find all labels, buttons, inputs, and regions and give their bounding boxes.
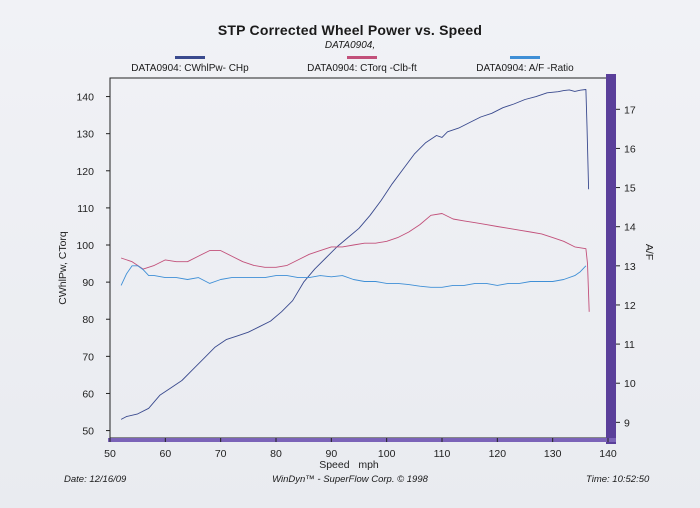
y2-tick-label: 14: [624, 222, 636, 234]
y-tick-label: 100: [76, 240, 94, 252]
series-line-afr: [120, 265, 587, 288]
y-tick-label: 120: [76, 166, 94, 178]
x-axis-label: Speed mph: [319, 459, 379, 471]
y2-tick-label: 16: [624, 143, 636, 155]
x-tick-label: 50: [104, 448, 116, 460]
x-tick-label: 80: [270, 448, 282, 460]
legend-swatch-power: [175, 56, 205, 59]
footer-software: WinDyn™ - SuperFlow Corp. © 1998: [272, 474, 428, 485]
legend-swatch-afr: [510, 56, 540, 59]
series-line-torque: [120, 213, 590, 312]
legend-swatch-torque: [347, 56, 377, 59]
bottom-axis-bar: [108, 438, 616, 442]
y2-tick-label: 11: [624, 339, 635, 351]
plot-frame: [109, 77, 609, 439]
x-tick-label: 130: [544, 448, 562, 460]
legend-item-afr: DATA0904: A/F -Ratio: [455, 56, 595, 74]
series-line-power: [120, 89, 590, 420]
y2-tick-label: 17: [624, 104, 636, 116]
x-tick-label: 110: [434, 448, 451, 460]
chart-subtitle: DATA0904,: [324, 40, 376, 51]
y2-axis-label: A/F: [643, 244, 655, 260]
y-tick-label: 80: [82, 314, 94, 326]
y2-tick-label: 10: [624, 378, 636, 390]
y2-tick-label: 12: [624, 300, 636, 312]
x-tick-label: 60: [159, 448, 171, 460]
x-tick-label: 120: [489, 448, 507, 460]
y-tick-label: 140: [76, 92, 94, 104]
x-tick-label: 90: [325, 448, 337, 460]
chart-title: STP Corrected Wheel Power vs. Speed: [217, 22, 483, 38]
y-tick-label: 60: [82, 388, 94, 400]
y-tick-label: 110: [77, 203, 94, 215]
x-tick-label: 140: [599, 448, 617, 460]
y2-tick-label: 15: [624, 183, 636, 195]
footer-date: Date: 12/16/09: [64, 474, 127, 485]
legend-item-power: DATA0904: CWhlPw- CHp: [120, 56, 260, 74]
legend-item-torque: DATA0904: CTorq -Clb-ft: [292, 56, 432, 74]
right-axis-bar: [606, 74, 616, 444]
legend-label-torque: DATA0904: CTorq -Clb-ft: [307, 63, 417, 74]
y-axis-label: CWhlPw, CTorq: [57, 231, 69, 305]
x-tick-label: 70: [215, 448, 227, 460]
y-tick-label: 50: [82, 426, 94, 438]
y-tick-label: 70: [82, 351, 94, 363]
y-tick-label: 130: [76, 129, 94, 141]
y2-tick-label: 13: [624, 261, 636, 273]
y2-tick-label: 9: [624, 417, 630, 429]
legend-label-power: DATA0904: CWhlPw- CHp: [131, 63, 249, 74]
legend-label-afr: DATA0904: A/F -Ratio: [476, 63, 574, 74]
x-tick-label: 100: [378, 448, 396, 460]
footer-time: Time: 10:52:50: [586, 474, 650, 485]
y-tick-label: 90: [82, 277, 94, 289]
